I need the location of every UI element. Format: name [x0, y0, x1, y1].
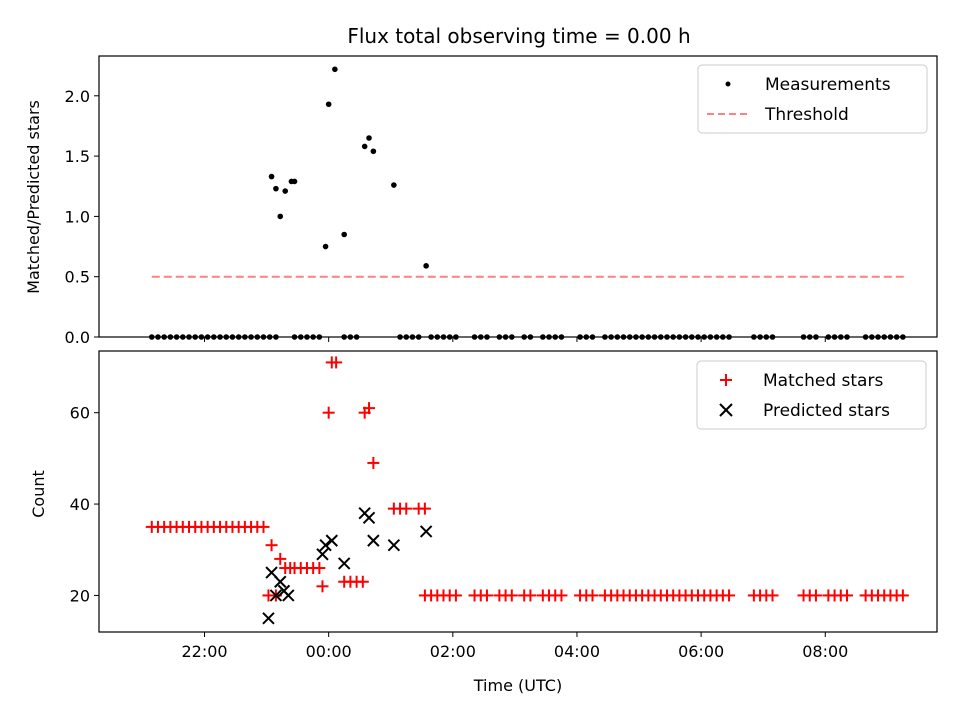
matched-stars-point — [723, 589, 736, 602]
measurement-point — [282, 188, 289, 194]
legend-predicted-label: Predicted stars — [763, 401, 890, 421]
matched-stars-point — [316, 580, 329, 593]
measurement-point — [370, 148, 377, 155]
x-tick-label: 00:00 — [306, 642, 352, 661]
ratio-legend: Measurements Threshold — [697, 64, 928, 134]
matched-stars-point — [449, 589, 462, 602]
measurement-point — [273, 185, 279, 192]
matched-stars-point — [555, 589, 568, 602]
ratio-x-ticks — [204, 337, 826, 342]
measurement-point — [291, 178, 298, 185]
ratio-y-tick-label: 2.0 — [65, 87, 90, 106]
count-legend: Matched stars Predicted stars — [696, 360, 927, 430]
legend-matched-marker — [720, 374, 732, 386]
matched-stars-point — [313, 562, 326, 575]
measurement-point — [423, 263, 429, 269]
matched-stars-point — [274, 552, 287, 565]
ratio-y-tick-label: 0.0 — [65, 328, 90, 347]
matched-stars-point — [418, 502, 431, 515]
predicted-stars-point — [362, 511, 376, 524]
matched-stars-point — [505, 589, 518, 602]
matched-stars-point — [257, 520, 270, 533]
predicted-stars-point — [262, 612, 275, 625]
matched-stars-point — [809, 589, 822, 602]
x-tick-label: 02:00 — [430, 642, 476, 661]
matched-stars-point — [363, 402, 376, 415]
ratio-legend-box — [697, 64, 928, 134]
measurement-point — [322, 243, 329, 250]
predicted-stars-point — [282, 589, 295, 602]
count-y-tick-label: 20 — [70, 586, 90, 605]
matched-stars-point — [766, 589, 779, 602]
x-tick-label: 06:00 — [678, 642, 724, 661]
x-axis-label: Time (UTC) — [473, 676, 562, 695]
matched-stars-point — [400, 502, 413, 515]
matched-stars-point — [896, 589, 909, 602]
count-y-ticks: 20 40 60 — [70, 404, 99, 605]
ratio-y-axis-label: Matched/Predicted stars — [24, 100, 43, 294]
count-panel-frame — [98, 350, 938, 633]
predicted-stars-point — [316, 548, 329, 561]
predicted-stars-point — [337, 557, 351, 570]
matched-stars-point — [524, 589, 537, 602]
measurement-point — [361, 143, 368, 150]
legend-predicted-marker — [719, 403, 733, 417]
predicted-stars-point — [325, 534, 338, 547]
measurement-point — [391, 182, 397, 188]
ratio-panel-frame — [98, 55, 938, 338]
measurement-point — [268, 173, 275, 180]
measurement-point — [277, 213, 284, 220]
count-marks — [145, 356, 909, 625]
legend-threshold-label: Threshold — [764, 105, 849, 125]
predicted-stars-point — [319, 538, 332, 552]
matched-stars-point — [586, 589, 599, 602]
ratio-y-tick-label: 1.0 — [65, 207, 90, 226]
ratio-y-ticks: 0.0 0.5 1.0 1.5 2.0 — [65, 87, 99, 347]
measurement-point — [332, 66, 338, 73]
count-legend-box — [696, 360, 927, 430]
matched-stars-point — [330, 356, 343, 369]
matched-stars-point — [367, 456, 380, 469]
measurement-point — [366, 135, 372, 141]
count-y-axis-label: Count — [29, 470, 48, 518]
legend-matched-label: Matched stars — [763, 371, 883, 391]
ratio-y-tick-label: 0.5 — [65, 268, 90, 287]
matched-stars-point — [840, 589, 853, 602]
x-tick-label: 08:00 — [802, 642, 848, 661]
count-y-tick-label: 40 — [70, 495, 90, 514]
predicted-stars-point — [387, 538, 401, 552]
ratio-panel: 0.00.51.01.52.0 Matched/Predicted stars … — [24, 55, 938, 347]
measurement-point — [341, 231, 347, 238]
predicted-stars-point — [419, 525, 433, 538]
ratio-y-tick-label: 1.5 — [65, 147, 90, 166]
matched-stars-point — [322, 406, 335, 419]
legend-measurements-label: Measurements — [765, 75, 891, 95]
count-x-ticks: 22:00 00:00 02:00 04:00 06:00 08:00 — [181, 632, 848, 661]
predicted-stars-point — [367, 534, 380, 547]
predicted-stars-point — [274, 575, 287, 588]
x-tick-label: 04:00 — [554, 642, 600, 661]
matched-stars-point — [265, 539, 278, 552]
matched-stars-point — [480, 589, 493, 602]
measurement-point — [325, 101, 332, 108]
legend-measurements-marker — [725, 81, 731, 87]
count-y-tick-label: 60 — [70, 404, 90, 423]
count-panel: 20 40 60 22:00 00:00 02:00 04:00 06:00 08:00 Co… — [29, 350, 938, 695]
predicted-stars-point — [269, 589, 283, 602]
x-tick-label: 22:00 — [181, 642, 227, 661]
matched-stars-point — [356, 575, 369, 588]
figure-title: Flux total observing time = 0.00 h — [347, 24, 690, 48]
